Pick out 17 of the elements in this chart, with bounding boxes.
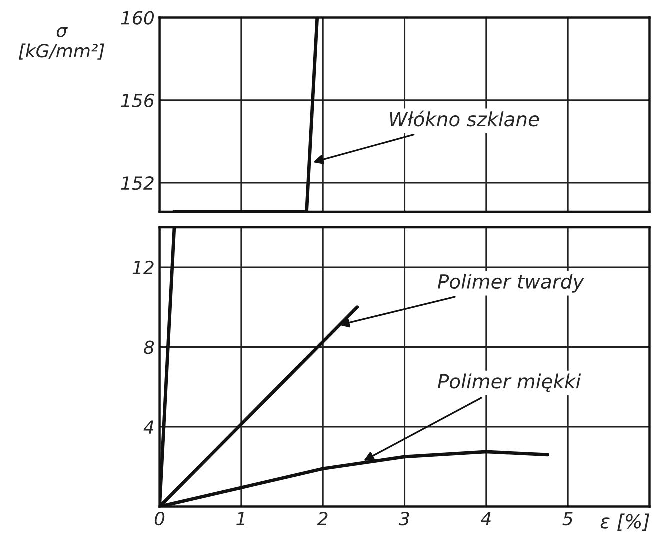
y-tick-label: 12 bbox=[132, 260, 154, 274]
x-tick-label: 0 bbox=[154, 512, 165, 526]
x-tick-label: 5 bbox=[562, 512, 573, 526]
x-tick-label: 4 bbox=[481, 512, 491, 526]
y-tick-label: 4 bbox=[144, 420, 154, 434]
y-tick-label: 156 bbox=[121, 94, 154, 108]
y-tick-label: 8 bbox=[144, 340, 154, 354]
x-tick-label: 3 bbox=[399, 512, 410, 526]
annotation: Włókno szklane bbox=[390, 110, 540, 127]
x-axis-title: ε [%] bbox=[600, 514, 650, 532]
y-axis-title: σ [kG/mm²] bbox=[19, 27, 104, 60]
annotation: Polimer miękki bbox=[438, 374, 582, 392]
x-tick-label: 2 bbox=[317, 512, 328, 526]
y-tick-label: 152 bbox=[121, 176, 154, 190]
x-tick-label: 1 bbox=[236, 512, 244, 526]
y-tick-label: 160 bbox=[121, 11, 154, 25]
annotation: Polimer twardy bbox=[438, 274, 584, 293]
